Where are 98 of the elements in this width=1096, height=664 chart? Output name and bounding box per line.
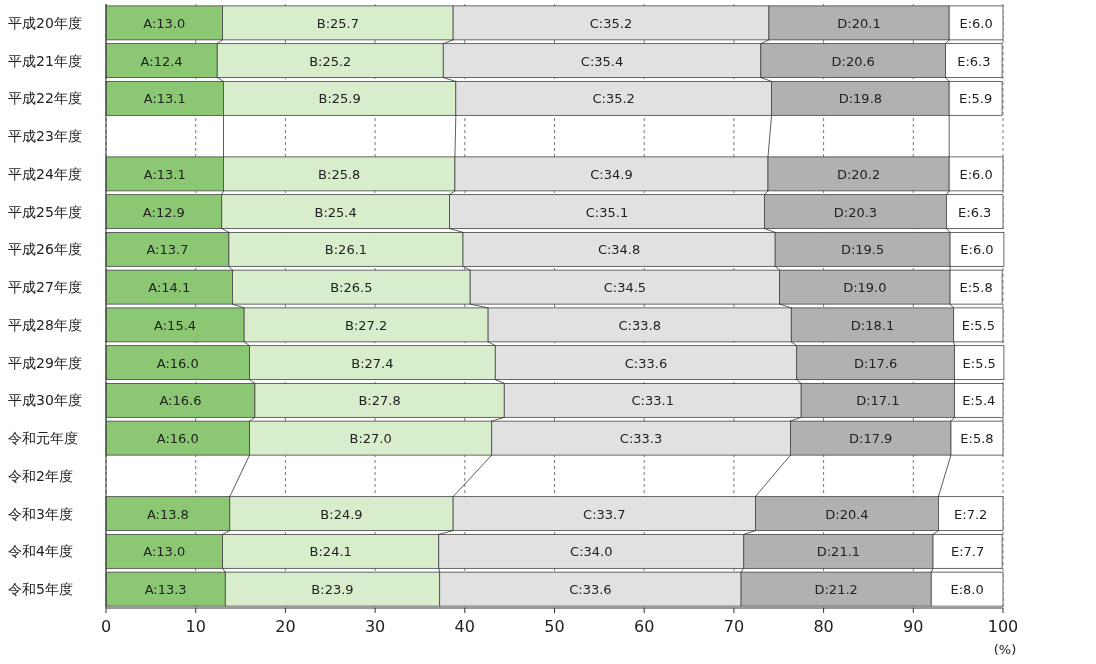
data-label: D:17.1: [856, 393, 900, 409]
data-label: B:26.1: [324, 242, 368, 258]
data-label: D:20.6: [831, 53, 875, 69]
x-tick-label: 60: [634, 617, 655, 636]
data-label: A:16.0: [156, 431, 199, 447]
data-label: A:16.6: [159, 393, 202, 409]
y-tick-label: 平成28年度: [8, 316, 82, 333]
data-label: A:16.0: [156, 355, 199, 371]
data-label: A:14.1: [148, 280, 191, 296]
data-label: E:5.5: [962, 355, 996, 371]
y-tick-label: 平成26年度: [8, 241, 82, 258]
data-label: E:7.7: [950, 544, 985, 560]
x-tick-label: 10: [185, 617, 206, 636]
data-label: E:6.0: [960, 242, 994, 258]
data-label: A:12.9: [142, 204, 185, 220]
y-tick-label: 令和3年度: [8, 505, 73, 522]
y-tick-label: 平成30年度: [8, 392, 82, 409]
data-label: C:35.4: [580, 53, 624, 69]
data-label: B:25.8: [318, 166, 361, 182]
data-label: C:34.0: [570, 544, 613, 560]
x-tick-label: 50: [544, 617, 565, 636]
y-tick-label: 平成29年度: [8, 354, 82, 371]
data-label: E:7.2: [954, 506, 988, 522]
y-tick-label: 令和2年度: [8, 467, 73, 484]
data-label: E:6.0: [959, 15, 993, 31]
data-label: C:34.5: [603, 280, 647, 296]
x-tick-label: 20: [275, 617, 296, 636]
x-tick-label: 80: [813, 617, 834, 636]
y-tick-label: 平成23年度: [8, 128, 82, 145]
data-label: D:21.1: [816, 544, 861, 560]
x-tick-label: 0: [100, 617, 112, 636]
data-label: E:8.0: [950, 582, 984, 598]
data-label: C:33.8: [618, 317, 661, 333]
data-label: A:13.0: [143, 15, 186, 31]
y-tick-label: 平成20年度: [8, 14, 82, 31]
data-label: A:12.4: [140, 53, 183, 69]
data-label: B:25.2: [309, 53, 352, 69]
data-label: B:25.7: [316, 15, 359, 31]
data-label: E:5.9: [959, 91, 993, 107]
x-tick-label: 90: [903, 617, 924, 636]
y-tick-label: 令和5年度: [8, 581, 73, 598]
data-label: C:33.1: [631, 393, 674, 409]
data-label: B:27.4: [351, 355, 394, 371]
data-label: B:27.8: [358, 393, 401, 409]
y-tick-label: 令和4年度: [8, 543, 73, 560]
data-label: E:5.5: [961, 317, 995, 333]
data-label: B:23.9: [311, 582, 354, 598]
y-tick-label: 令和元年度: [8, 430, 78, 447]
data-label: D:20.4: [825, 506, 869, 522]
data-label: C:35.2: [592, 91, 635, 107]
data-label: E:5.4: [962, 393, 996, 409]
data-label: B:26.5: [330, 280, 373, 296]
data-label: C:33.6: [624, 355, 668, 371]
data-label: A:13.0: [143, 544, 186, 560]
data-label: B:25.9: [318, 91, 361, 107]
data-label: D:17.9: [849, 431, 893, 447]
x-tick-label: 30: [364, 617, 386, 636]
data-label: D:17.6: [853, 355, 898, 371]
data-label: D:19.0: [843, 280, 887, 296]
data-label: E:5.8: [960, 431, 994, 447]
data-label: C:35.1: [585, 204, 629, 220]
data-label: D:19.8: [838, 91, 883, 107]
data-label: B:24.1: [309, 544, 352, 560]
data-label: A:13.8: [146, 506, 189, 522]
y-tick-label: 平成22年度: [8, 90, 82, 107]
y-tick-label: 平成25年度: [8, 203, 82, 220]
data-label: E:6.0: [959, 166, 993, 182]
x-tick-label: 100: [987, 617, 1019, 636]
data-label: C:33.3: [619, 431, 663, 447]
data-label: D:19.5: [840, 242, 885, 258]
data-label: A:13.3: [144, 582, 187, 598]
data-label: D:21.2: [814, 582, 858, 598]
data-label: D:20.1: [837, 15, 881, 31]
data-label: D:18.1: [850, 317, 895, 333]
data-label: B:24.9: [320, 506, 363, 522]
data-label: A:13.1: [143, 166, 186, 182]
data-label: A:13.1: [143, 91, 186, 107]
data-label: B:25.4: [314, 204, 357, 220]
data-label: E:6.3: [958, 204, 992, 220]
x-tick-label: 70: [723, 617, 745, 636]
x-tick-label: 40: [454, 617, 475, 636]
x-axis-title: (%): [993, 642, 1017, 657]
y-tick-label: 平成27年度: [8, 279, 82, 296]
y-tick-label: 平成24年度: [8, 165, 82, 182]
data-label: D:20.2: [836, 166, 881, 182]
data-label: C:34.8: [597, 242, 641, 258]
data-label: E:5.8: [959, 280, 993, 296]
data-label: C:35.2: [589, 15, 633, 31]
data-label: C:33.7: [583, 506, 626, 522]
data-label: A:13.7: [146, 242, 189, 258]
data-label: C:33.6: [569, 582, 612, 598]
y-tick-label: 平成21年度: [8, 52, 82, 69]
data-label: A:15.4: [154, 317, 197, 333]
data-label: C:34.9: [590, 166, 633, 182]
data-label: E:6.3: [957, 53, 991, 69]
data-label: D:20.3: [833, 204, 878, 220]
data-label: B:27.2: [345, 317, 388, 333]
data-label: B:27.0: [349, 431, 392, 447]
